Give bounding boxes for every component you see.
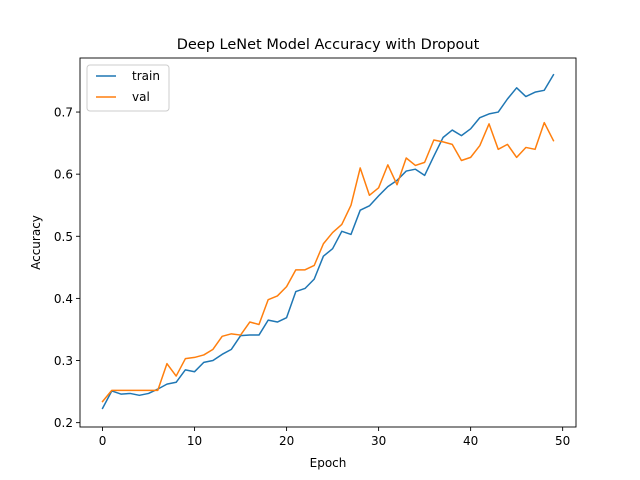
y-axis-label: Accuracy <box>29 215 43 270</box>
y-tick-label: 0.7 <box>54 106 73 120</box>
x-axis-label: Epoch <box>310 456 347 470</box>
plot-area-frame <box>79 57 577 428</box>
y-tick-label: 0.3 <box>54 354 73 368</box>
tick-layer: 0 10 20 30 40 50 0.2 0.3 0.4 0.5 0.6 0.7 <box>54 106 570 448</box>
x-tick-label: 50 <box>555 434 570 448</box>
x-tick-label: 40 <box>463 434 478 448</box>
y-tick-label: 0.4 <box>54 292 73 306</box>
x-tick-label: 20 <box>279 434 294 448</box>
y-tick-label: 0.2 <box>54 416 73 430</box>
y-tick-label: 0.5 <box>54 230 73 244</box>
x-tick-label: 30 <box>371 434 386 448</box>
y-tick-label: 0.6 <box>54 168 73 182</box>
x-tick-label: 0 <box>99 434 107 448</box>
legend-label-val: val <box>132 90 150 104</box>
x-tick-label: 10 <box>187 434 202 448</box>
legend: train val <box>86 64 170 112</box>
series-line-val <box>101 121 555 403</box>
chart-title: Deep LeNet Model Accuracy with Dropout <box>177 37 480 53</box>
series-line-train <box>101 73 555 410</box>
series-layer <box>101 73 555 410</box>
legend-label-train: train <box>132 69 160 83</box>
